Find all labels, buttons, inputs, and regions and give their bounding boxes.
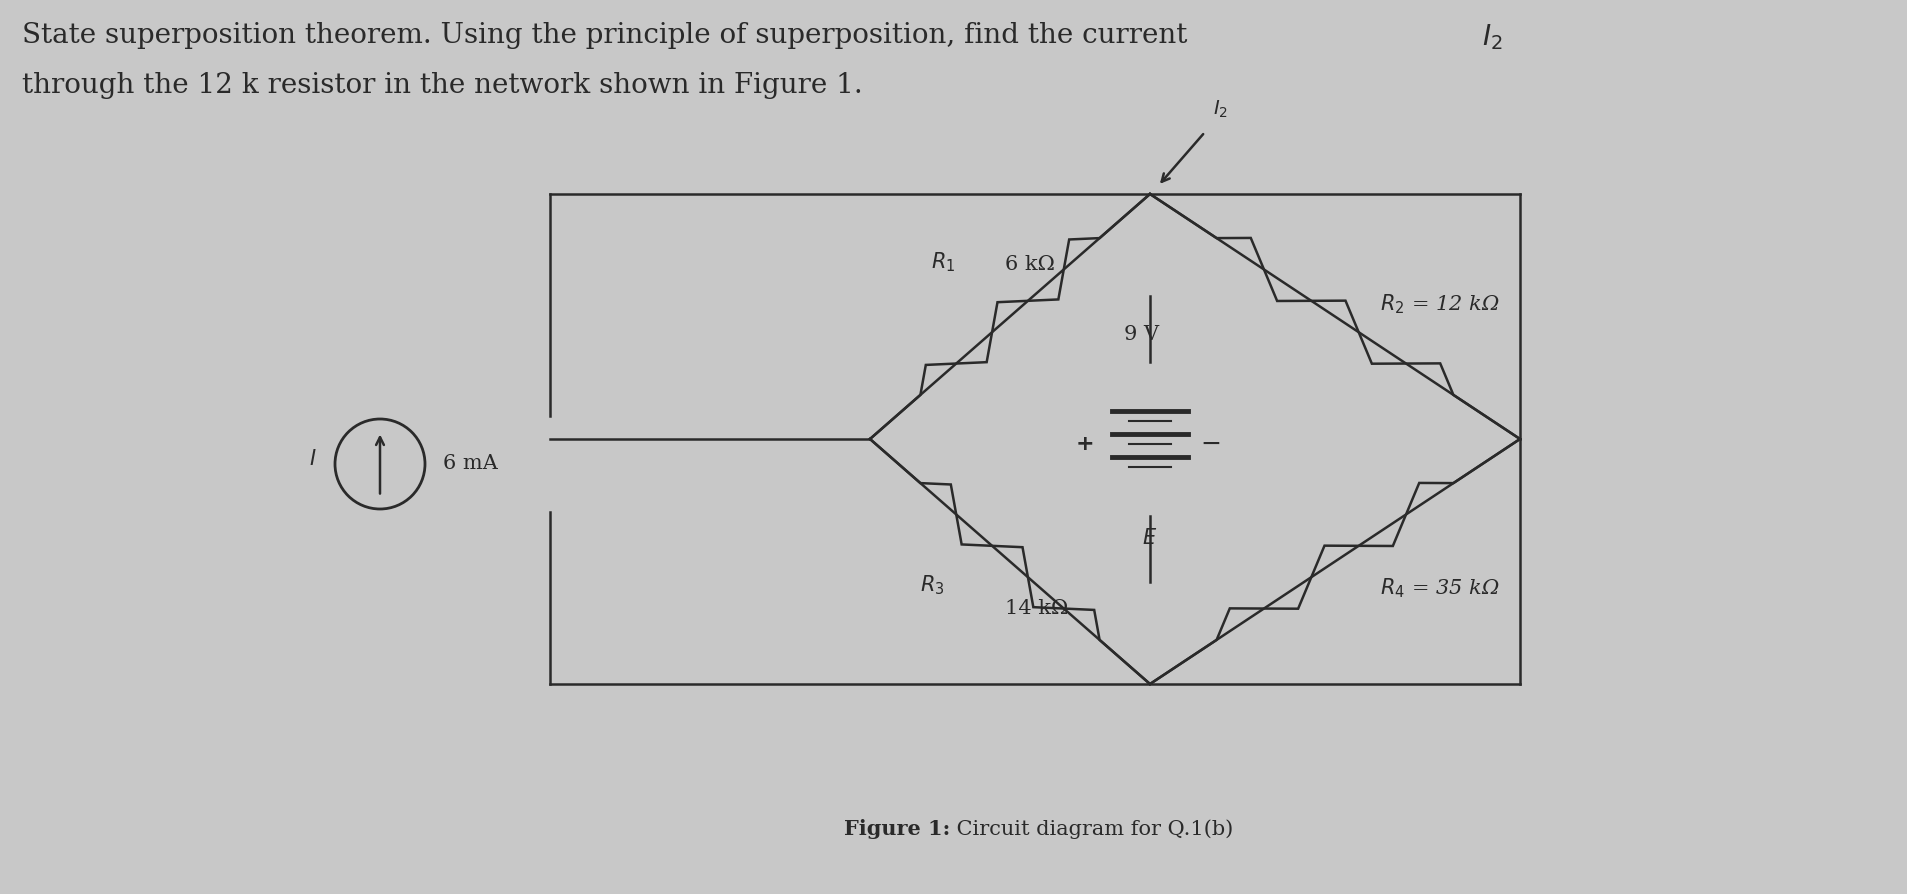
- Text: through the 12 k resistor in the network shown in Figure 1.: through the 12 k resistor in the network…: [23, 72, 862, 99]
- Text: 9 V: 9 V: [1125, 325, 1159, 343]
- Text: $R_4$ = 35 kΩ: $R_4$ = 35 kΩ: [1381, 577, 1499, 600]
- Text: 6 mA: 6 mA: [442, 454, 498, 474]
- Text: $E$: $E$: [1142, 528, 1158, 548]
- Text: $I$: $I$: [309, 449, 317, 469]
- Text: 14 kΩ: 14 kΩ: [1005, 600, 1068, 619]
- Text: $R_1$: $R_1$: [931, 251, 955, 274]
- Text: $R_3$: $R_3$: [921, 573, 946, 597]
- Text: Circuit diagram for Q.1(b): Circuit diagram for Q.1(b): [950, 819, 1234, 839]
- Text: −: −: [1200, 432, 1220, 456]
- Text: $I_2$: $I_2$: [1482, 22, 1503, 52]
- Text: $I_2$: $I_2$: [1213, 98, 1228, 120]
- Text: $R_2$ = 12 kΩ: $R_2$ = 12 kΩ: [1381, 292, 1499, 316]
- Text: State superposition theorem. Using the principle of superposition, find the curr: State superposition theorem. Using the p…: [23, 22, 1196, 49]
- Text: 6 kΩ: 6 kΩ: [1005, 256, 1055, 274]
- Text: +: +: [1076, 434, 1095, 454]
- Text: Figure 1:: Figure 1:: [843, 819, 950, 839]
